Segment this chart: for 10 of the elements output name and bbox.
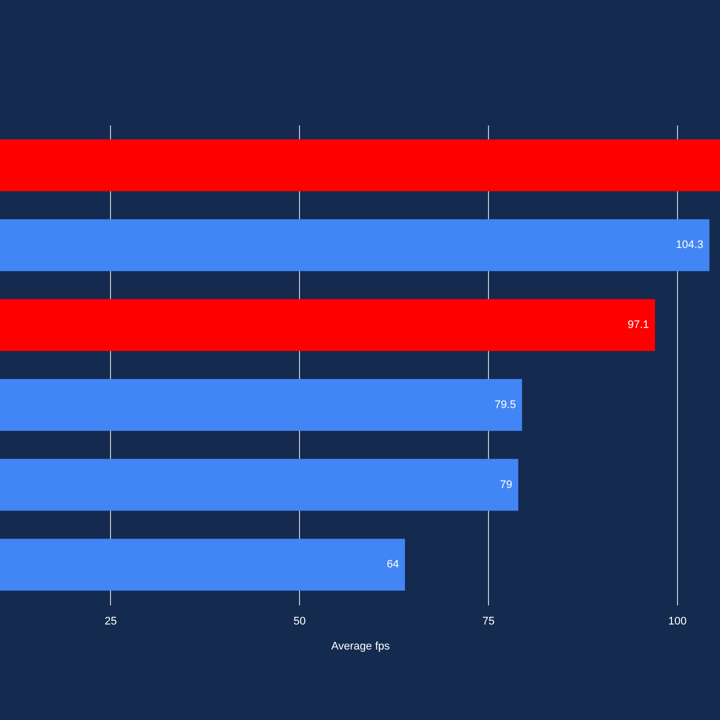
x-axis-title: Average fps bbox=[331, 640, 390, 652]
data-label: 79.5 bbox=[494, 398, 516, 411]
data-label: 79 bbox=[500, 478, 512, 491]
data-label: 104.3 bbox=[676, 239, 704, 252]
x-tick-label: 50 bbox=[294, 616, 306, 628]
x-tick-label: 75 bbox=[482, 616, 495, 628]
x-tick-label: 25 bbox=[104, 616, 117, 628]
data-label: 97.1 bbox=[628, 319, 650, 332]
x-tick-label: 100 bbox=[668, 616, 687, 628]
data-label: 64 bbox=[386, 558, 399, 571]
